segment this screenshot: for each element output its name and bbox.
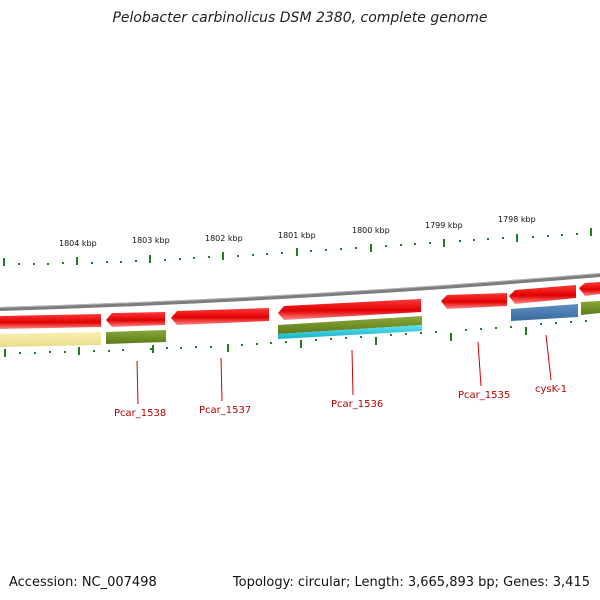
inner-scale-dots xyxy=(19,320,587,354)
outer-scale-ticks xyxy=(3,228,592,266)
gene-track-cog xyxy=(0,301,600,347)
gene-arrow[interactable] xyxy=(579,282,600,296)
gene-label-pcar-1538[interactable]: Pcar_1538 xyxy=(114,408,166,419)
gene-arrow[interactable] xyxy=(441,293,507,309)
gene-block-olive[interactable] xyxy=(106,330,166,344)
gene-label-pcar-1536[interactable]: Pcar_1536 xyxy=(331,399,383,410)
gene-track-red xyxy=(0,282,600,329)
gene-block-olive[interactable] xyxy=(581,301,600,315)
gene-label-pcar-1535[interactable]: Pcar_1535 xyxy=(458,390,510,401)
gene-leader-lines xyxy=(136,334,552,405)
scale-label-1800: 1800 kbp xyxy=(352,226,390,235)
genome-backbone xyxy=(0,273,600,311)
gene-arrow[interactable] xyxy=(509,285,576,304)
gene-arrow[interactable] xyxy=(278,299,421,320)
gene-arrow[interactable] xyxy=(171,308,269,325)
genome-summary-text: Topology: circular; Length: 3,665,893 bp… xyxy=(232,575,590,590)
scale-label-1803: 1803 kbp xyxy=(132,236,170,245)
scale-label-1802: 1802 kbp xyxy=(205,234,243,243)
scale-label-1799: 1799 kbp xyxy=(425,221,463,230)
gene-arrow[interactable] xyxy=(106,312,165,327)
gene-label-pcar-1537[interactable]: Pcar_1537 xyxy=(199,405,251,416)
accession-text: Accession: NC_007498 xyxy=(9,575,157,590)
scale-label-1801: 1801 kbp xyxy=(278,231,316,240)
gene-block-blue[interactable] xyxy=(511,304,578,321)
gene-label-cysk-1[interactable]: cysK-1 xyxy=(535,384,567,395)
outer-scale-dots xyxy=(18,233,578,265)
map-title: Pelobacter carbinolicus DSM 2380, comple… xyxy=(112,10,488,26)
gene-block-yellow[interactable] xyxy=(0,332,101,347)
scale-label-1798: 1798 kbp xyxy=(498,215,536,224)
inner-scale-ticks xyxy=(4,327,527,357)
scale-label-1804: 1804 kbp xyxy=(59,239,97,248)
gene-block-cyan[interactable] xyxy=(278,325,422,339)
gene-block-olive[interactable] xyxy=(278,316,422,334)
gene-arrow[interactable] xyxy=(0,314,101,329)
